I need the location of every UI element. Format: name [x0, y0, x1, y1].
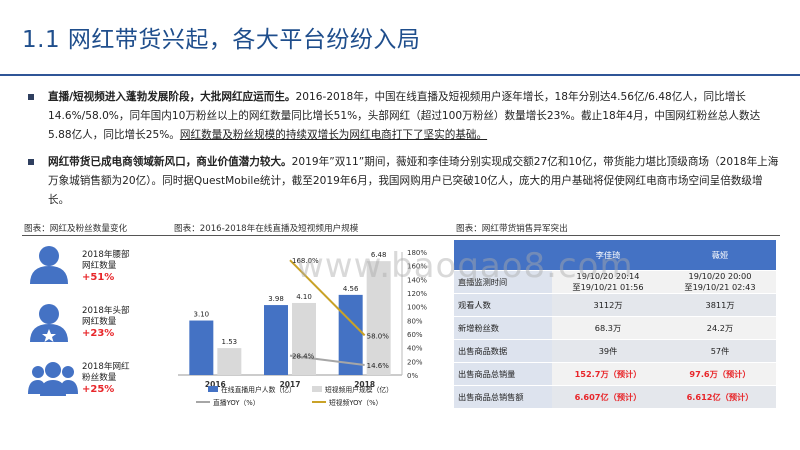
- stat-percent: +25%: [82, 384, 115, 395]
- right-tick-label: 0%: [407, 372, 418, 380]
- bar-data-label: 3.98: [268, 295, 284, 303]
- person-star-icon: [30, 304, 68, 342]
- line-data-label: 58.0%: [367, 332, 390, 340]
- table-cell: 152.7万（预计）: [552, 362, 664, 386]
- right-tick-label: 100%: [407, 304, 427, 312]
- bullet-square-icon: [28, 159, 34, 165]
- bullet-2-text: 2019年”双11”期间，薇娅和李佳琦分别实现成交额27亿和10亿，带货能力堪比…: [48, 156, 779, 206]
- legend-swatch-live: [208, 386, 218, 392]
- table-header-row: 李佳琦 薇娅: [454, 240, 776, 271]
- bar-data-label: 6.48: [371, 251, 387, 259]
- right-tick-label: 60%: [407, 331, 423, 339]
- table-row: 新增粉丝数 68.3万 24.2万: [454, 316, 776, 340]
- stat-percent: +23%: [82, 328, 115, 339]
- legend-swatch-shortvideo: [312, 386, 322, 392]
- person-icon: [30, 246, 68, 284]
- right-tick-label: 120%: [407, 290, 427, 298]
- table-cell: 观看人数: [454, 293, 552, 317]
- bar-data-label: 4.10: [296, 293, 312, 301]
- stat-label: 粉丝数量: [82, 373, 117, 383]
- table-row: 直播监测时间 19/10/20 20:14 至19/10/21 01:56 19/1…: [454, 270, 776, 294]
- right-tick-label: 40%: [407, 345, 423, 353]
- table-cell: 3112万: [552, 293, 664, 317]
- table-cell: 24.2万: [664, 316, 776, 340]
- bar-live: [189, 320, 214, 375]
- title-divider: [0, 74, 800, 76]
- bar-shortvideo: [217, 348, 242, 375]
- table-cell: 57件: [664, 339, 776, 363]
- right-tick-label: 80%: [407, 317, 423, 325]
- page-title: 1.1 网红带货兴起，各大平台纷纷入局: [22, 27, 421, 53]
- table-cell: 3811万: [664, 293, 776, 317]
- legend-label: 直播YOY（%）: [213, 398, 260, 407]
- sales-comparison-table: 李佳琦 薇娅 直播监测时间 19/10/20 20:14 至19/10/21 01…: [454, 240, 776, 409]
- table-cell: 97.6万（预计）: [664, 362, 776, 386]
- bar-data-label: 1.53: [222, 338, 238, 346]
- table-cell: 19/10/20 20:00 至19/10/21 02:43: [664, 270, 776, 294]
- figure-caption-3: 图表：网红带货销售异军突出: [456, 224, 568, 234]
- table-cell: 出售商品数据: [454, 339, 552, 363]
- right-tick-label: 180%: [407, 249, 427, 257]
- table-cell: 出售商品总销量: [454, 362, 552, 386]
- stat-head-influencers: 2018年头部 网红数量 +23%: [82, 306, 130, 339]
- shortvideo-yoy-line: [289, 259, 366, 337]
- stat-label: 网红数量: [82, 317, 117, 327]
- stat-label: 2018年头部: [82, 306, 130, 316]
- table-cell: 6.612亿（预计）: [664, 385, 776, 409]
- bullet-square-icon: [28, 94, 34, 100]
- table-cell: 新增粉丝数: [454, 316, 552, 340]
- line-data-label: 168.0%: [292, 257, 319, 265]
- bullet-1-text: 2016-2018年，中国在线直播及短视频用户逐年增长，18年分别达4.56亿/…: [48, 91, 761, 141]
- x-tick-label: 2017: [280, 380, 301, 389]
- bar-data-label: 3.10: [194, 311, 210, 319]
- stat-label: 网红数量: [82, 261, 117, 271]
- table-row: 观看人数 3112万 3811万: [454, 293, 776, 317]
- table-cell: 出售商品总销售额: [454, 385, 552, 409]
- stat-percent: +51%: [82, 272, 115, 283]
- table-cell: 68.3万: [552, 316, 664, 340]
- bullet-2: 网红带货已成电商领域新风口，商业价值潜力较大。2019年”双11”期间，薇娅和李…: [28, 153, 780, 210]
- bar-data-label: 4.56: [343, 285, 359, 293]
- right-tick-label: 140%: [407, 276, 427, 284]
- legend-label: 短视频YOY（%）: [329, 398, 382, 407]
- people-group-icon: [28, 362, 78, 396]
- legend-label: 短视频用户规模（亿）: [325, 385, 393, 394]
- live-yoy-line: [289, 354, 365, 367]
- right-tick-label: 160%: [407, 263, 427, 271]
- table-cell: 6.607亿（预计）: [552, 385, 664, 409]
- stat-label: 2018年网红: [82, 362, 130, 372]
- bar-shortvideo: [292, 302, 316, 375]
- figure-caption-2: 图表：2016-2018年在线直播及短视频用户规模: [174, 224, 359, 234]
- bar-shortvideo: [366, 261, 391, 375]
- bar-live: [264, 305, 288, 375]
- table-header-cell: [454, 240, 552, 271]
- line-data-label: 28.4%: [292, 353, 315, 361]
- bullet-2-bold: 网红带货已成电商领域新风口，商业价值潜力较大。: [48, 156, 292, 168]
- stat-waist-influencers: 2018年腰部 网红数量 +51%: [82, 250, 130, 283]
- table-header-cell: 薇娅: [664, 240, 776, 271]
- stat-label: 2018年腰部: [82, 250, 130, 260]
- right-tick-label: 20%: [407, 358, 423, 366]
- bullet-1: 直播/短视频进入蓬勃发展阶段，大批网红应运而生。2016-2018年，中国在线直…: [28, 88, 780, 145]
- table-row: 出售商品总销售额 6.607亿（预计） 6.612亿（预计）: [454, 385, 776, 409]
- user-scale-chart: 0% 20% 40% 60% 80% 100% 120% 140% 160% 180% 2016 3.…: [178, 249, 427, 407]
- stat-fans: 2018年网红 粉丝数量 +25%: [82, 362, 130, 395]
- bullet-1-underline: 网红数量及粉丝规模的持续双增长为网红电商打下了坚实的基础。: [179, 129, 488, 141]
- figure-caption-1: 图表：网红及粉丝数量变化: [24, 224, 128, 234]
- bullet-1-bold: 直播/短视频进入蓬勃发展阶段，大批网红应运而生。: [48, 91, 296, 103]
- x-tick-label: 2018: [354, 380, 375, 389]
- table-row: 出售商品总销量 152.7万（预计） 97.6万（预计）: [454, 362, 776, 386]
- table-header-cell: 李佳琦: [552, 240, 664, 271]
- figure-divider: [22, 235, 780, 236]
- x-tick-label: 2016: [205, 380, 226, 389]
- table-cell: 直播监测时间: [454, 270, 552, 294]
- table-cell: 19/10/20 20:14 至19/10/21 01:56: [552, 270, 664, 294]
- table-row: 出售商品数据 39件 57件: [454, 339, 776, 363]
- table-cell: 39件: [552, 339, 664, 363]
- legend-label: 在线直播用户人数（亿）: [221, 385, 296, 394]
- line-data-label: 14.6%: [367, 362, 390, 370]
